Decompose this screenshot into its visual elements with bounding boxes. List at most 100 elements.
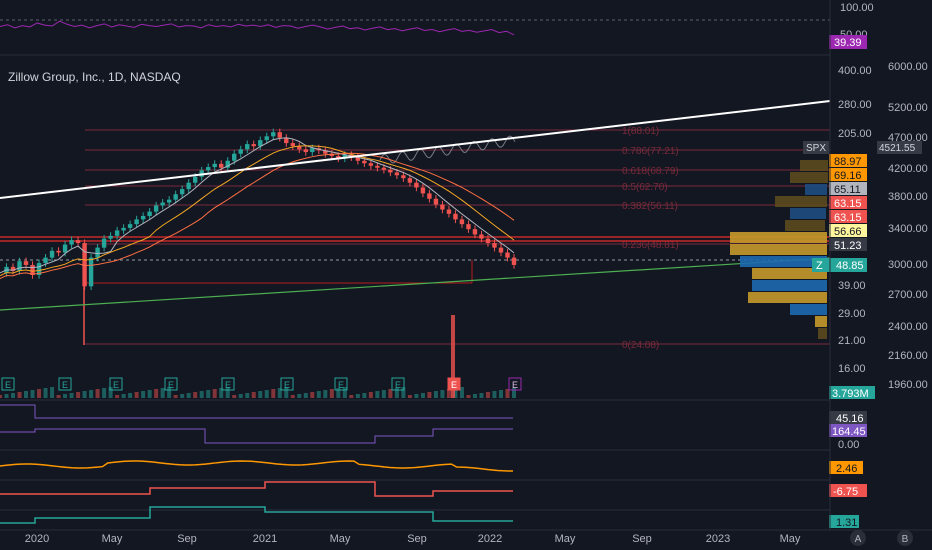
candle-body xyxy=(36,263,42,276)
compare-axis-label: 6000.00 xyxy=(888,61,928,73)
candle-body xyxy=(251,144,256,147)
price-badge-label: 88.97 xyxy=(834,156,862,168)
volume-bar xyxy=(316,391,321,398)
volume-profile-bar xyxy=(730,244,827,255)
price-axis-label: 29.00 xyxy=(838,308,866,320)
candle-body xyxy=(446,209,452,214)
fib-level-label: 0(24.08) xyxy=(622,340,659,351)
fib-level-label: 1(88.01) xyxy=(622,126,659,137)
volume-bar xyxy=(232,395,237,398)
volume-bar xyxy=(225,387,230,398)
volume-bar xyxy=(388,389,393,398)
indicator-badge xyxy=(829,461,863,474)
volume-bar xyxy=(498,390,503,398)
volume-bar xyxy=(303,393,308,398)
candle-body xyxy=(401,175,406,179)
volume-bar xyxy=(258,391,263,398)
candle-body xyxy=(95,247,100,258)
volume-profile-bar xyxy=(752,280,827,291)
candle-body xyxy=(511,257,517,265)
volume-bar xyxy=(43,388,48,398)
earnings-marker-label: E xyxy=(225,380,231,390)
price-badge xyxy=(829,168,867,181)
candle-body xyxy=(277,132,282,138)
fib-level-label: 0.618(68.79) xyxy=(622,166,679,177)
volume-bar xyxy=(167,387,172,398)
candle-body xyxy=(472,229,478,235)
compare-symbol-badge xyxy=(803,141,829,154)
ma-fast-line xyxy=(0,137,515,274)
volume-bar xyxy=(362,393,367,398)
last-price-label: 48.85 xyxy=(836,260,864,272)
price-axis-label: 16.00 xyxy=(838,363,866,375)
price-badge xyxy=(829,210,867,223)
time-axis-label: 2020 xyxy=(25,533,49,545)
volume-bar xyxy=(284,387,289,398)
candle-body xyxy=(166,199,172,203)
earnings-marker-label: E xyxy=(5,380,11,390)
volume-profile-bar xyxy=(818,328,827,339)
candle-body xyxy=(30,264,35,276)
volume-bar xyxy=(368,392,373,398)
volume-bar xyxy=(297,394,302,398)
corner-button[interactable] xyxy=(850,530,866,546)
indicator-badge xyxy=(829,484,867,497)
candle-body xyxy=(414,182,419,188)
price-badge xyxy=(829,182,867,195)
volume-bar xyxy=(115,395,120,398)
last-price-badge xyxy=(812,258,867,272)
candle-body xyxy=(147,211,152,216)
price-badge xyxy=(829,238,867,251)
candle-body xyxy=(310,148,315,153)
volume-bar xyxy=(492,391,497,398)
ma-slow-line xyxy=(0,152,515,280)
candle-body xyxy=(492,243,497,248)
volume-bar xyxy=(440,390,445,398)
volume-bar xyxy=(69,393,74,398)
time-axis-label: Sep xyxy=(632,533,652,545)
price-badge-label: 65.11 xyxy=(834,184,861,196)
earnings-marker xyxy=(508,377,522,391)
price-badge-label: 63.15 xyxy=(834,198,862,210)
volume-bar xyxy=(11,393,16,398)
volume-profile-bar xyxy=(815,316,827,327)
volume-bar xyxy=(427,392,432,398)
volume-bar xyxy=(420,393,425,398)
time-axis-label: 2021 xyxy=(253,533,277,545)
indicator-teal-line xyxy=(0,506,513,524)
fib-level-label: 0.786(77.21) xyxy=(622,146,679,157)
candle-body xyxy=(388,169,393,173)
candle-body xyxy=(206,167,211,171)
candle-body xyxy=(433,198,439,205)
volume-bar xyxy=(134,392,139,398)
candle-body xyxy=(355,157,361,161)
volume-bar xyxy=(108,387,113,398)
candle-body xyxy=(453,213,458,220)
indicator-value-label: 0.00 xyxy=(838,439,859,451)
volume-bar xyxy=(407,395,412,398)
upper-trendline xyxy=(0,100,831,199)
price-badge-label: 56.66 xyxy=(834,226,862,238)
corner-button[interactable] xyxy=(897,530,913,546)
earnings-marker xyxy=(221,377,235,391)
volume-bar xyxy=(4,394,9,398)
volume-profile-bar xyxy=(775,196,827,207)
candle-body xyxy=(323,150,328,154)
candle-body xyxy=(284,137,289,144)
candle-body xyxy=(49,250,55,258)
volume-bar xyxy=(121,394,126,398)
candle-body xyxy=(62,244,68,253)
price-badge-label: 51.23 xyxy=(834,240,862,252)
volume-bar xyxy=(433,391,438,398)
volume-bar xyxy=(472,394,477,398)
indicator-value-label: 2.46 xyxy=(836,463,857,475)
price-axis-label: 280.00 xyxy=(838,99,872,111)
volume-bar xyxy=(37,389,42,398)
volume-profile-bar xyxy=(790,304,827,315)
earnings-marker-label: E xyxy=(512,380,518,390)
volume-bar xyxy=(349,395,354,398)
volume-bar xyxy=(102,388,107,398)
candle-body xyxy=(420,187,426,194)
compare-axis-label: 3800.00 xyxy=(888,191,928,203)
